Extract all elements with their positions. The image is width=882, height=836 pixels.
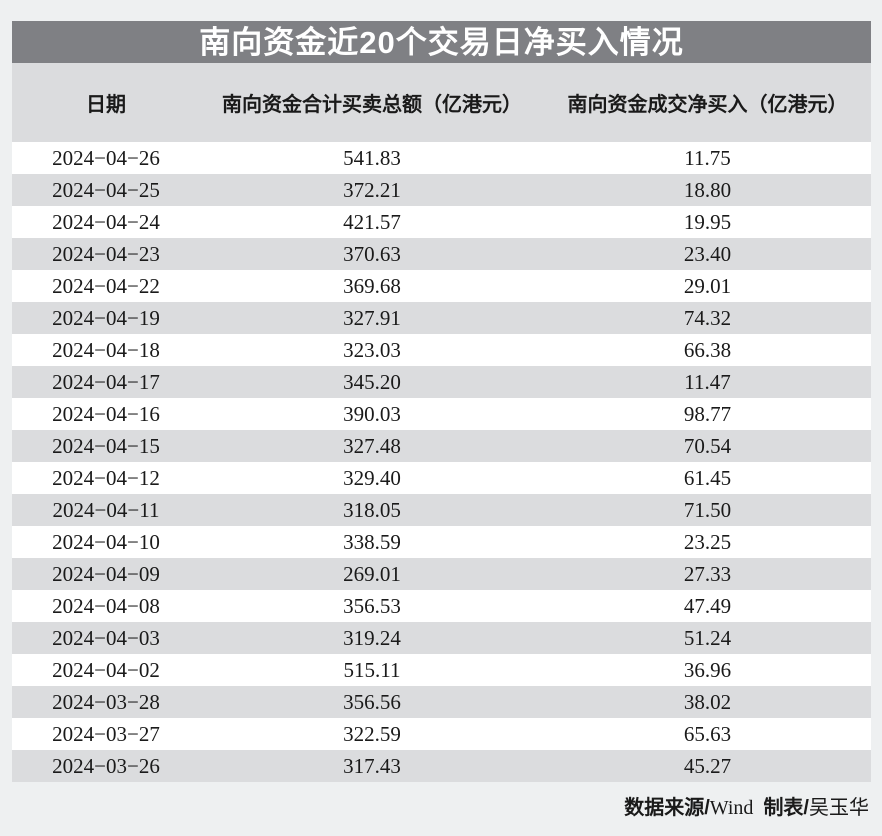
date-cell: 2024−04−10 [52,529,160,554]
total-turnover-cell: 421.57 [343,209,401,234]
date-cell: 2024−04−17 [52,369,160,394]
net-buy-cell: 11.75 [684,145,731,170]
table-row: 2024−04−15 327.48 70.54 [12,430,871,462]
net-buy-cell: 74.32 [683,305,732,330]
table-header-row: 日期 南向资金合计买卖总额（亿港元） 南向资金成交净买入（亿港元） [12,63,871,142]
table-row: 2024−04−19 327.91 74.32 [12,302,871,334]
page-title: 南向资金近20个交易日净买入情况 [12,21,871,63]
net-buy-cell: 65.63 [683,721,732,746]
table-row: 2024−04−02 515.11 36.96 [12,654,871,686]
date-cell: 2024−04−16 [52,401,160,426]
net-buy-cell: 23.40 [683,241,732,266]
net-buy-cell: 51.24 [683,625,732,650]
southbound-funds-table: 日期 南向资金合计买卖总额（亿港元） 南向资金成交净买入（亿港元） 2024−0… [12,63,871,782]
total-turnover-cell: 318.05 [343,497,401,522]
total-turnover-cell: 327.48 [343,433,401,458]
net-buy-cell: 71.50 [683,497,732,522]
net-buy-cell: 70.54 [683,433,732,458]
total-turnover-cell: 329.40 [343,465,401,490]
date-cell: 2024−04−09 [52,561,160,586]
total-turnover-cell: 338.59 [343,529,401,554]
table-row: 2024−04−26 541.83 11.75 [12,142,871,174]
table-row: 2024−04−18 323.03 66.38 [12,334,871,366]
footer-credits: 数据来源/Wind 制表/吴玉华 [624,791,869,820]
net-buy-cell: 61.45 [683,465,732,490]
net-buy-cell: 98.77 [683,401,732,426]
table-row: 2024−04−09 269.01 27.33 [12,558,871,590]
date-cell: 2024−04−11 [52,497,160,522]
table-row: 2024−04−03 319.24 51.24 [12,622,871,654]
table-row: 2024−04−24 421.57 19.95 [12,206,871,238]
date-cell: 2024−04−26 [52,145,160,170]
column-header-total-turnover: 南向资金合计买卖总额（亿港元） [200,63,544,142]
total-turnover-cell: 515.11 [343,657,401,682]
net-buy-cell: 18.80 [683,177,732,202]
table-row: 2024−04−22 369.68 29.01 [12,270,871,302]
total-turnover-cell: 356.56 [343,689,401,714]
total-turnover-cell: 319.24 [343,625,401,650]
net-buy-cell: 36.96 [683,657,732,682]
table-body: 2024−04−26 541.83 11.75 2024−04−25 372.2… [12,142,871,782]
table-row: 2024−03−28 356.56 38.02 [12,686,871,718]
table-row: 2024−04−12 329.40 61.45 [12,462,871,494]
table-row: 2024−04−23 370.63 23.40 [12,238,871,270]
total-turnover-cell: 323.03 [343,337,401,362]
total-turnover-cell: 327.91 [343,305,401,330]
date-cell: 2024−04−03 [52,625,160,650]
net-buy-cell: 47.49 [683,593,732,618]
net-buy-cell: 23.25 [683,529,732,554]
table-row: 2024−04−08 356.53 47.49 [12,590,871,622]
table-row: 2024−04−17 345.20 11.47 [12,366,871,398]
table-row: 2024−04−10 338.59 23.25 [12,526,871,558]
total-turnover-cell: 269.01 [343,561,401,586]
date-cell: 2024−03−26 [52,753,160,778]
date-cell: 2024−04−22 [52,273,160,298]
total-turnover-cell: 370.63 [343,241,401,266]
total-turnover-cell: 369.68 [343,273,401,298]
date-cell: 2024−04−25 [52,177,160,202]
net-buy-cell: 19.95 [683,209,732,234]
table-maker-label: 制表/ [763,797,809,819]
table-row: 2024−03−27 322.59 65.63 [12,718,871,750]
total-turnover-cell: 356.53 [343,593,401,618]
date-cell: 2024−04−19 [52,305,160,330]
date-cell: 2024−04−15 [52,433,160,458]
total-turnover-cell: 372.21 [343,177,401,202]
total-turnover-cell: 541.83 [343,145,401,170]
table-maker-value: 吴玉华 [809,797,869,819]
total-turnover-cell: 345.20 [343,369,401,394]
table-row: 2024−03−26 317.43 45.27 [12,750,871,782]
column-header-date: 日期 [12,63,200,142]
date-cell: 2024−03−27 [52,721,160,746]
column-header-net-buy: 南向资金成交净买入（亿港元） [544,63,871,142]
date-cell: 2024−03−28 [52,689,160,714]
net-buy-cell: 27.33 [683,561,732,586]
data-source-value: Wind [709,797,754,819]
data-source-label: 数据来源/ [624,797,710,819]
total-turnover-cell: 390.03 [343,401,401,426]
net-buy-cell: 38.02 [683,689,732,714]
date-cell: 2024−04−23 [52,241,160,266]
date-cell: 2024−04−02 [52,657,160,682]
net-buy-cell: 29.01 [683,273,732,298]
net-buy-cell: 45.27 [683,753,732,778]
date-cell: 2024−04−08 [52,593,160,618]
table-header: 日期 南向资金合计买卖总额（亿港元） 南向资金成交净买入（亿港元） [12,63,871,142]
net-buy-cell: 66.38 [683,337,732,362]
net-buy-cell: 11.47 [684,369,731,394]
date-cell: 2024−04−12 [52,465,160,490]
table-row: 2024−04−25 372.21 18.80 [12,174,871,206]
date-cell: 2024−04−18 [52,337,160,362]
southbound-funds-table-graphic: 南向资金近20个交易日净买入情况 日期 南向资金合计买卖总额（亿港元） 南向资金… [12,21,871,782]
table-row: 2024−04−11 318.05 71.50 [12,494,871,526]
total-turnover-cell: 317.43 [343,753,401,778]
table-row: 2024−04−16 390.03 98.77 [12,398,871,430]
total-turnover-cell: 322.59 [343,721,401,746]
date-cell: 2024−04−24 [52,209,160,234]
